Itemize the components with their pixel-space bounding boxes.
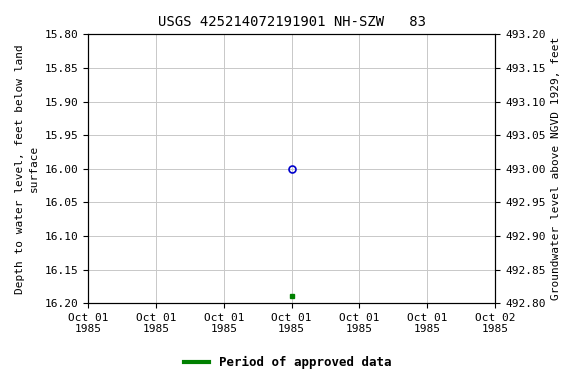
Title: USGS 425214072191901 NH-SZW   83: USGS 425214072191901 NH-SZW 83 <box>158 15 426 29</box>
Y-axis label: Groundwater level above NGVD 1929, feet: Groundwater level above NGVD 1929, feet <box>551 37 561 300</box>
Legend: Period of approved data: Period of approved data <box>179 351 397 374</box>
Y-axis label: Depth to water level, feet below land
surface: Depth to water level, feet below land su… <box>15 44 39 294</box>
